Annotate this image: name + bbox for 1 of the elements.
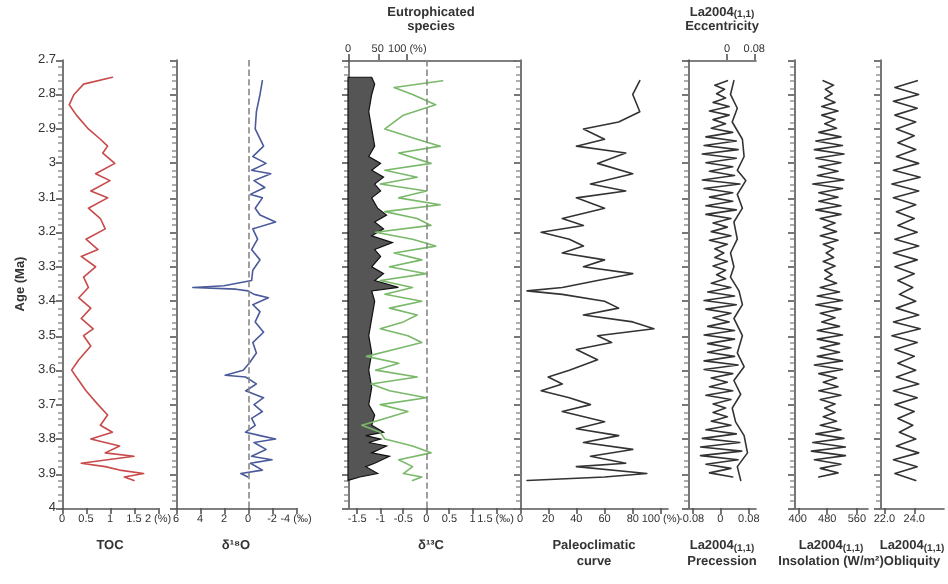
line-series [68, 76, 145, 482]
